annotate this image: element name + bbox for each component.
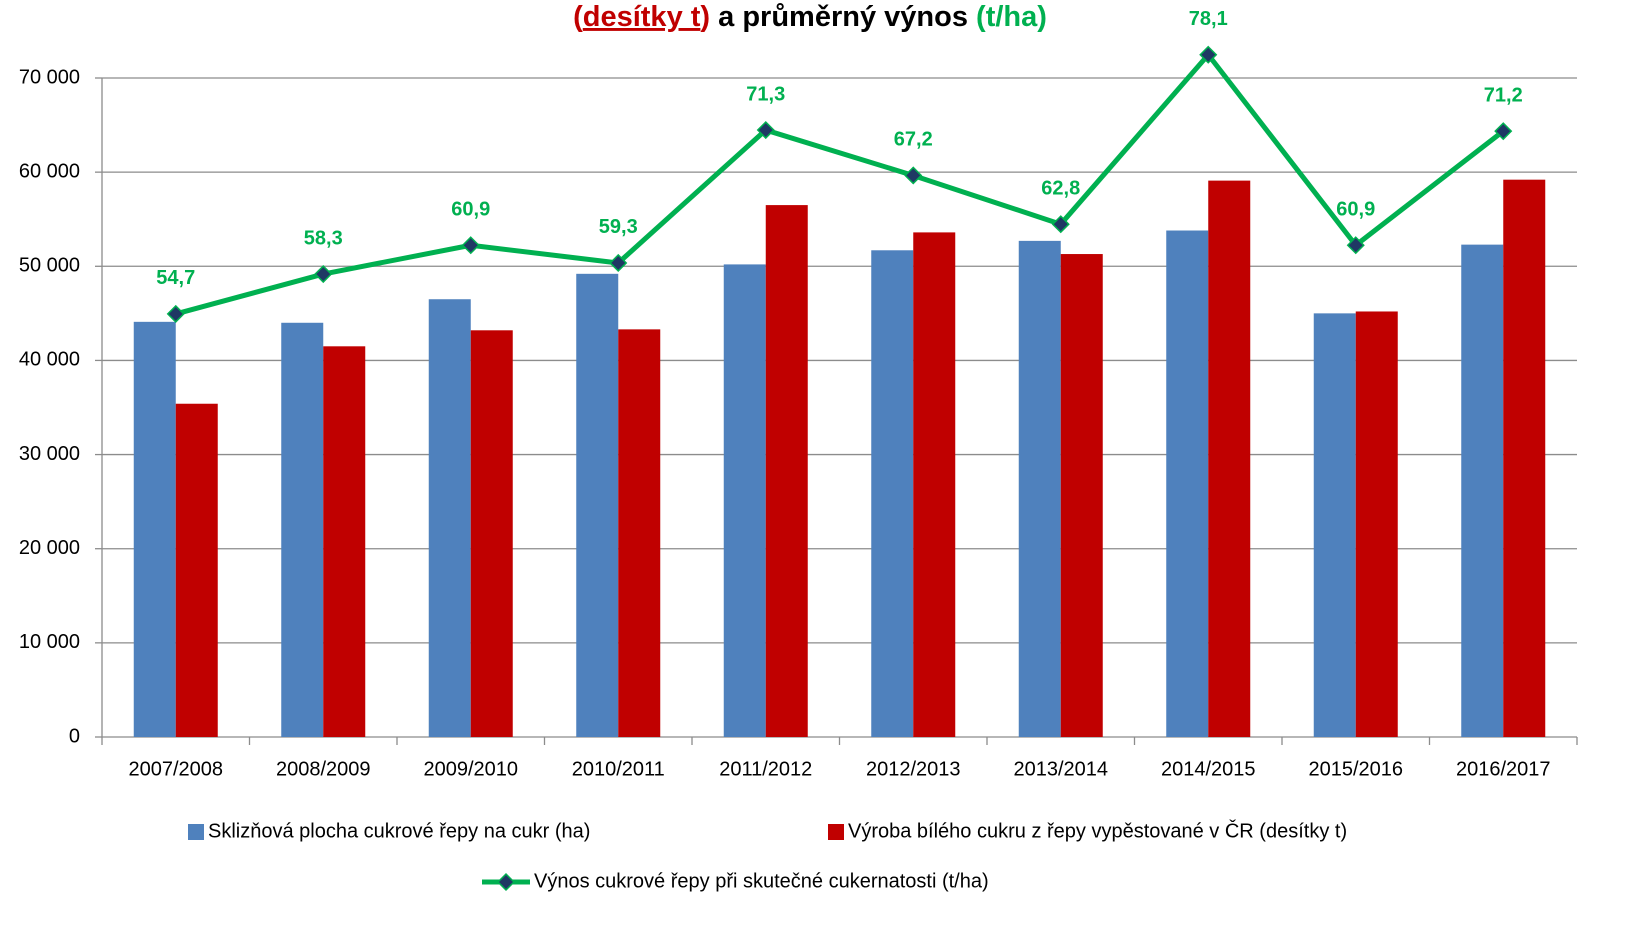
bar [1166, 230, 1209, 738]
legend-marker [496, 872, 516, 892]
legend-label: Sklizňová plocha cukrové řepy na cukr (h… [208, 820, 590, 842]
chart-title: (desítky t) a průměrný výnos (t/ha) [573, 1, 1047, 33]
x-tick-label: 2015/2016 [1308, 758, 1403, 780]
x-tick-label: 2010/2011 [572, 758, 665, 780]
marker [461, 236, 480, 255]
data-label: 62,8 [1041, 177, 1080, 199]
bar [428, 299, 471, 737]
bar [1461, 244, 1504, 737]
bar [133, 321, 176, 737]
legend-label: Výroba bílého cukru z řepy vypěstované v… [848, 819, 1347, 842]
bar [470, 330, 513, 737]
legend-label: Výnos cukrové řepy při skutečné cukernat… [534, 870, 989, 892]
marker [904, 166, 923, 185]
marker [1346, 236, 1365, 255]
data-label: 60,9 [451, 199, 490, 221]
title-part: a průměrný výnos [710, 1, 976, 33]
y-tick-label: 40 000 [19, 349, 80, 371]
data-label: 71,3 [746, 83, 785, 105]
y-tick-label: 50 000 [19, 255, 80, 277]
bar [281, 322, 324, 737]
marker [1199, 45, 1218, 64]
marker [1494, 122, 1513, 141]
data-label: 67,2 [894, 129, 933, 151]
data-label: 54,7 [156, 267, 195, 289]
bar [175, 403, 218, 737]
bar [1060, 254, 1103, 737]
x-tick-label: 2016/2017 [1456, 758, 1551, 780]
marker [609, 253, 628, 273]
x-tick-label: 2014/2015 [1161, 758, 1256, 780]
data-label: 78,1 [1189, 8, 1228, 30]
x-tick-label: 2011/2012 [719, 758, 812, 780]
y-tick-label: 70 000 [19, 66, 80, 88]
bar [576, 273, 619, 737]
bar [1018, 240, 1061, 738]
bar [1355, 311, 1398, 737]
marker [166, 304, 185, 323]
bar [618, 329, 661, 737]
legend-swatch [828, 824, 844, 840]
bar [1208, 180, 1251, 737]
x-tick-label: 2007/2008 [128, 758, 223, 780]
bar [323, 346, 366, 737]
line [175, 52, 1505, 317]
title-part: desítky t [583, 1, 701, 33]
title-part: ( [573, 1, 583, 33]
data-label: 58,3 [304, 227, 343, 249]
y-tick-label: 20 000 [19, 537, 80, 559]
data-label: 60,9 [1336, 199, 1375, 221]
bar [723, 264, 766, 737]
legend-swatch [188, 824, 204, 840]
y-tick-label: 30 000 [19, 443, 80, 465]
bar [913, 232, 956, 737]
data-label: 59,3 [599, 216, 638, 238]
title-part: (t/ha) [976, 1, 1047, 33]
x-tick-label: 2012/2013 [866, 758, 961, 780]
y-tick-label: 0 [69, 725, 80, 747]
data-label: 71,2 [1484, 84, 1523, 106]
bar [1313, 313, 1356, 737]
title-part: ) [700, 1, 710, 33]
marker [314, 264, 333, 284]
marker [1051, 215, 1070, 234]
bar [1503, 179, 1546, 737]
marker [756, 120, 775, 140]
y-tick-label: 60 000 [19, 160, 80, 182]
x-tick-label: 2013/2014 [1013, 758, 1108, 780]
x-tick-label: 2008/2009 [276, 758, 371, 780]
y-tick-label: 10 000 [19, 631, 80, 653]
bar [765, 205, 808, 738]
bar [871, 250, 914, 737]
x-tick-label: 2009/2010 [423, 758, 518, 780]
